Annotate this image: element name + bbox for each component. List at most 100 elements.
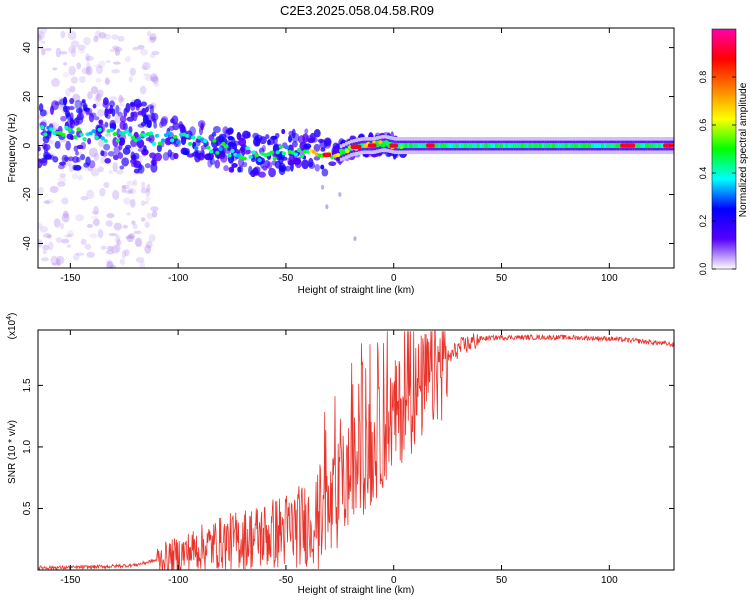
spectral-blob: [104, 157, 111, 164]
spectral-blob: [117, 112, 123, 117]
snr-y-multiplier-base: (x10: [7, 319, 18, 339]
spectral-blob: [48, 241, 54, 251]
spectral-blob: [137, 147, 145, 153]
spectral-band-core: [440, 143, 444, 148]
spectral-band-core: [407, 143, 410, 148]
spectral-blob: [80, 238, 87, 245]
spectral-blob: [275, 132, 280, 139]
spectral-blob: [105, 249, 115, 255]
spectral-blob: [85, 61, 91, 72]
spectral-blob: [132, 153, 137, 162]
spectral-peak: [94, 135, 99, 140]
spectral-blob: [320, 147, 326, 152]
spectral-blob: [150, 162, 158, 173]
spectral-blob: [100, 150, 105, 157]
spectral-blob: [68, 65, 76, 76]
spectral-blob: [89, 160, 96, 169]
spectral-blob: [38, 146, 41, 152]
spectral-blob: [64, 156, 69, 162]
spectral-blob: [195, 138, 201, 147]
spectral-band-core: [471, 143, 475, 148]
spectral-band-core: [435, 143, 439, 148]
spectral-blob: [121, 185, 127, 193]
spectral-blob: [143, 145, 147, 153]
spectral-blob: [98, 119, 103, 125]
spectral-peak: [221, 141, 226, 146]
spectral-blob: [223, 165, 229, 172]
spectral-blob: [99, 187, 106, 197]
spectral-peak: [91, 129, 96, 134]
spectral-blob: [42, 151, 51, 160]
spectral-band-core: [639, 143, 643, 148]
spectral-blob: [80, 153, 86, 161]
spectral-blob: [200, 122, 204, 131]
spectral-band-core: [590, 143, 594, 148]
spectral-blob: [133, 230, 142, 235]
spectral-band-core: [448, 143, 452, 148]
spectral-blob: [119, 120, 126, 131]
spectral-peak: [103, 138, 108, 143]
spectral-band-core: [510, 143, 514, 148]
spectral-band-core: [634, 143, 638, 148]
spectral-blob: [121, 184, 130, 190]
spectral-band-core: [546, 143, 550, 148]
spectral-band-core: [660, 143, 664, 148]
spectral-blob: [111, 34, 119, 40]
spectral-blob: [78, 48, 85, 54]
colorbar-frame: [711, 28, 737, 270]
spectral-blob: [313, 129, 321, 138]
spectral-blob: [71, 173, 79, 180]
spectral-blob: [335, 156, 340, 161]
spectral-peak: [224, 144, 229, 149]
spectrogram-y-tick-label: 0: [22, 142, 33, 148]
spectral-peak: [230, 148, 235, 153]
spectral-blob: [186, 153, 195, 158]
spectral-peak: [293, 152, 299, 157]
spectral-blob: [75, 108, 83, 114]
snr-x-tick-label: -50: [279, 575, 294, 586]
spectral-blob: [124, 55, 131, 63]
spectral-blob: [141, 65, 148, 71]
spectral-blob: [281, 128, 286, 135]
spectral-band-core: [376, 142, 379, 148]
snr-y-tick-label: 1.5: [22, 378, 33, 392]
spectral-blob: [58, 139, 68, 143]
spectral-blob: [111, 245, 120, 254]
spectrogram-y-tick-label: 20: [22, 91, 33, 103]
spectral-blob: [182, 147, 187, 154]
spectral-hotspot: [620, 143, 636, 148]
spectral-band-core: [515, 143, 519, 148]
spectral-band-core: [611, 143, 615, 148]
spectral-blob: [114, 115, 122, 124]
spectral-peak: [175, 140, 181, 145]
spectral-blob: [128, 233, 136, 240]
spectral-band-core: [502, 143, 506, 148]
spectral-blob: [72, 164, 77, 171]
spectral-peak: [257, 158, 262, 163]
spectral-peak: [88, 131, 93, 136]
spectral-blob: [106, 113, 111, 120]
spectral-peak: [284, 145, 289, 150]
spectral-band-core: [482, 143, 485, 148]
colorbar-tick-label: 0.4: [698, 167, 708, 180]
spectral-band-core: [461, 143, 465, 148]
spectral-blob: [145, 197, 151, 202]
spectral-band-core: [443, 143, 447, 148]
spectral-band-core: [562, 143, 566, 148]
spectral-peak: [184, 133, 190, 138]
spectral-band-core: [438, 143, 441, 148]
spectral-blob: [128, 76, 133, 83]
spectral-blob: [115, 104, 120, 114]
spectral-band-core: [497, 143, 501, 148]
snr-y-tick-label: 0.5: [22, 501, 33, 515]
spectral-blob: [100, 245, 107, 250]
spectral-blob: [68, 163, 74, 173]
spectrogram-x-tick-label: -50: [279, 273, 294, 284]
spectral-blob: [324, 138, 332, 145]
spectral-blob: [95, 78, 102, 83]
spectral-band-core: [652, 143, 656, 148]
spectral-blob: [106, 259, 112, 265]
spectral-peak: [109, 128, 114, 133]
spectral-blob: [131, 111, 139, 118]
spectral-blob: [92, 103, 97, 109]
